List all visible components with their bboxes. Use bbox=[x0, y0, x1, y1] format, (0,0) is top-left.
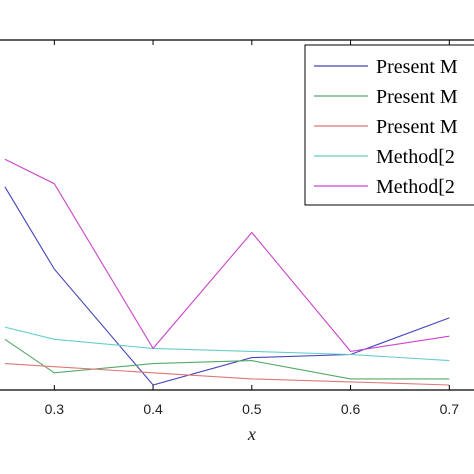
legend-entry-1: Present M bbox=[376, 56, 458, 78]
legend-entry-5: Method[2 bbox=[376, 176, 455, 198]
series-line-4 bbox=[4, 326, 450, 362]
x-tick-label: 0.3 bbox=[45, 401, 65, 417]
legend-entry-4: Method[2 bbox=[376, 146, 455, 168]
series-line-1 bbox=[4, 186, 450, 386]
legend-entry-3: Present M bbox=[376, 116, 458, 138]
x-tick-label: 0.4 bbox=[143, 401, 163, 417]
series-line-2 bbox=[4, 338, 450, 380]
legend-entry-2: Present M bbox=[376, 86, 458, 108]
x-tick-label: 0.6 bbox=[341, 401, 361, 417]
series-layer bbox=[4, 158, 450, 386]
legend: Present M Present M Present M Method[2 Metho… bbox=[304, 44, 474, 206]
legend-box bbox=[304, 44, 474, 206]
x-axis: 0.3 0.4 0.5 0.6 0.7 bbox=[45, 40, 460, 417]
plot-frame bbox=[0, 39, 474, 391]
series-line-3 bbox=[4, 363, 450, 386]
series-line-5 bbox=[4, 158, 450, 352]
x-tick-label: 0.5 bbox=[242, 401, 262, 417]
x-axis-label: x bbox=[247, 424, 256, 444]
x-tick-label: 0.7 bbox=[440, 401, 460, 417]
